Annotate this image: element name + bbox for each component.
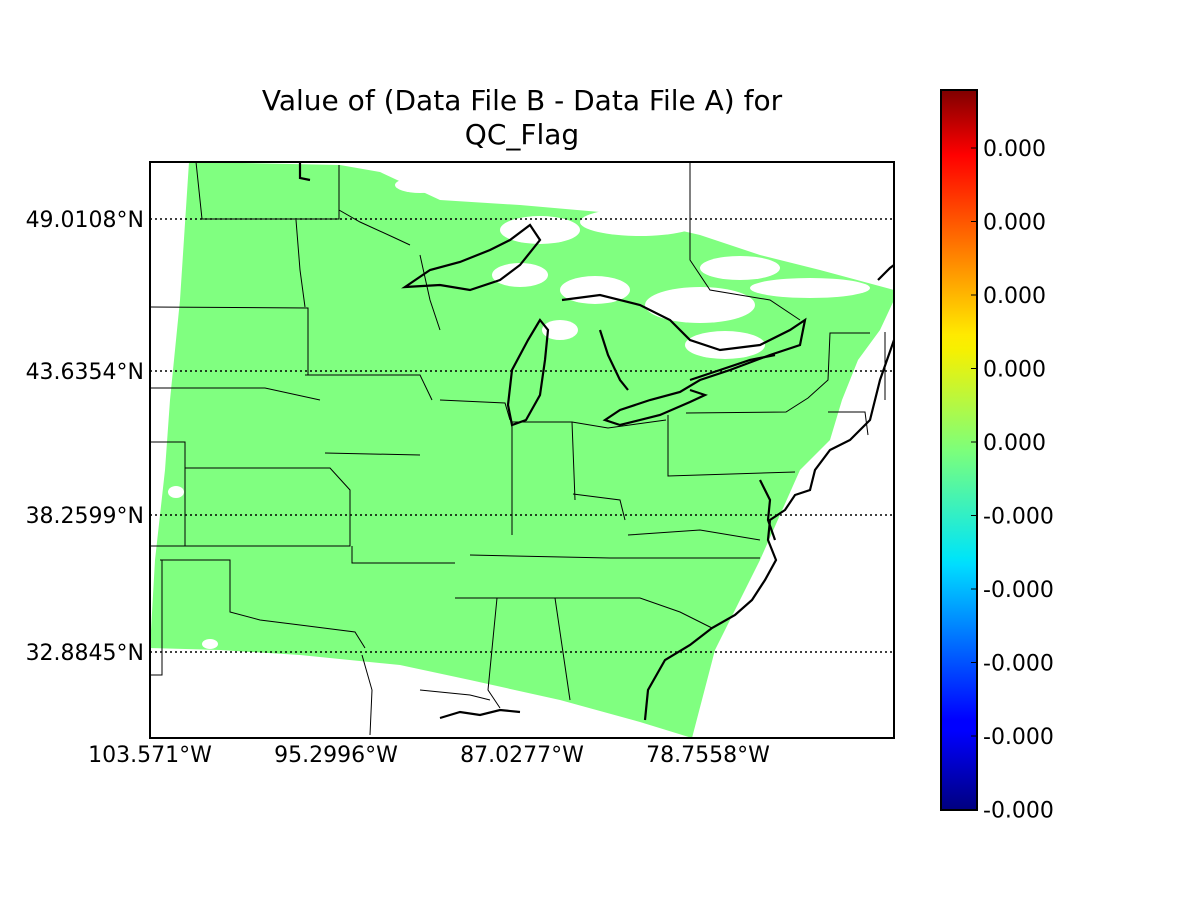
colorbar-gradient: [940, 89, 978, 811]
colorbar-tick-label: 0.000: [983, 211, 1046, 236]
lat-label-4: 32.8845°N: [26, 641, 144, 666]
map-area: [150, 162, 894, 738]
lat-label-1: 49.0108°N: [26, 208, 144, 233]
lat-label-2: 43.6354°N: [26, 360, 144, 385]
colorbar-tick-label: 0.000: [983, 284, 1046, 309]
colorbar-tick-label: -0.000: [983, 505, 1054, 530]
chart-title-line1: Value of (Data File B - Data File A) for: [262, 84, 783, 117]
no-data-patches: [168, 177, 870, 649]
colorbar-tick-label: -0.000: [983, 652, 1054, 677]
colorbar-tick-label: 0.000: [983, 431, 1046, 456]
lon-label-4: 78.7558°W: [646, 743, 770, 768]
lat-label-3: 38.2599°N: [26, 504, 144, 529]
colorbar-tick-label: 0.000: [983, 137, 1046, 162]
lon-label-1: 103.571°W: [88, 743, 212, 768]
latitude-gridlines: [150, 218, 894, 653]
colorbar-tick-label: 0.000: [983, 358, 1046, 383]
coastlines: [298, 163, 894, 721]
colorbar-tick-label: -0.000: [983, 578, 1054, 603]
colorbar-tick-label: -0.000: [983, 725, 1054, 750]
colorbar: 0.000 0.000 0.000 0.000 0.000 -0.000 -0.000 -0.…: [940, 89, 1054, 824]
latitude-labels: 49.0108°N 43.6354°N 38.2599°N 32.8845°N: [26, 208, 144, 666]
state-borders: [150, 162, 886, 736]
lon-label-3: 87.0277°W: [460, 743, 584, 768]
longitude-labels: 103.571°W 95.2996°W 87.0277°W 78.7558°W: [88, 743, 770, 768]
chart-title-line2: QC_Flag: [465, 118, 579, 151]
colorbar-tick-label: -0.000: [983, 799, 1054, 824]
lon-label-2: 95.2996°W: [274, 743, 398, 768]
colorbar-ticks: 0.000 0.000 0.000 0.000 0.000 -0.000 -0.000 -0.…: [971, 137, 1054, 824]
map-frame: [149, 161, 895, 739]
